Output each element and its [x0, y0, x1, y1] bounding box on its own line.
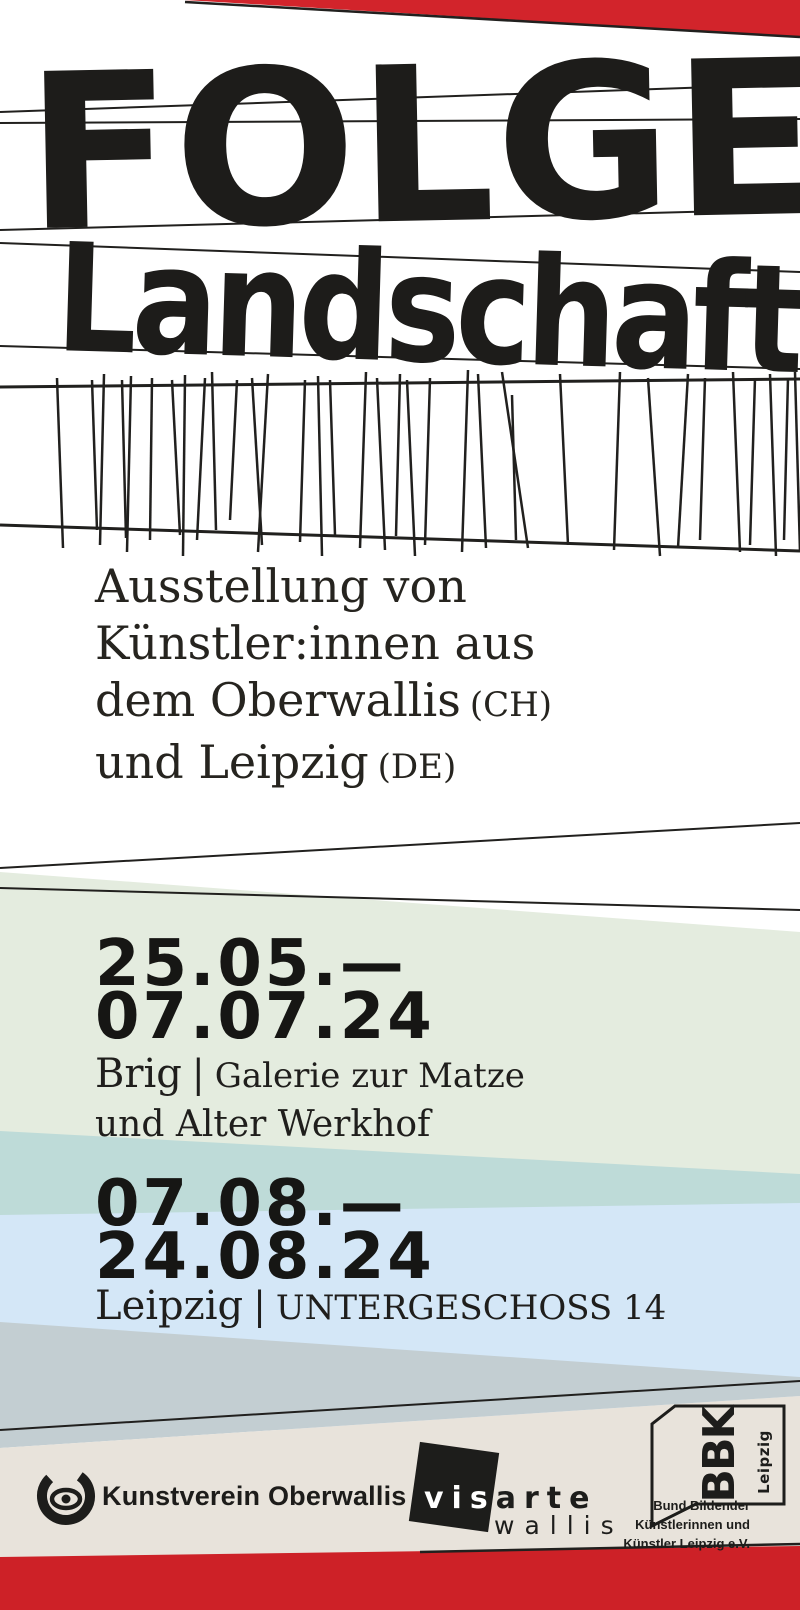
scratch-strokes	[55, 369, 800, 557]
event2-venue-line: Leipzig | UNTERGESCHOSS 14	[95, 1283, 666, 1329]
teal-band	[0, 1131, 800, 1217]
visarte-wordmark: visarte	[424, 1481, 597, 1516]
kunstverein-logo-icon	[37, 1467, 95, 1525]
event2-dates-line2: 24.08.24	[95, 1220, 435, 1294]
event2-venue-name: UNTERGESCHOSS 14	[275, 1288, 667, 1328]
intro-line-4: und Leipzig (DE)	[95, 735, 457, 789]
intro-line-3: dem Oberwallis (CH)	[95, 673, 553, 727]
bbk-caption-line3: Künstler Leipzig e.V.	[623, 1536, 750, 1551]
event1-venue-line2: und Alter Werkhof	[95, 1104, 431, 1145]
bbk-caption-line2: Künstlerinnen und	[635, 1517, 750, 1532]
event1-dates-line2: 07.07.24	[95, 980, 435, 1054]
poster-title-landschaft: Landschaft	[53, 212, 800, 409]
kunstverein-oberwallis-label: Kunstverein Oberwallis	[102, 1481, 407, 1511]
red-bottom-band	[0, 1546, 800, 1610]
country-code-de: (DE)	[377, 747, 457, 787]
country-code-ch: (CH)	[469, 685, 553, 725]
bbk-caption-line1: Bund Bildender	[653, 1498, 750, 1513]
event2-dates: 07.08.— 24.08.24	[95, 1167, 435, 1294]
intro-line-2: Künstler:innen aus	[95, 616, 536, 670]
bbk-leipzig-vertical: Leipzig	[755, 1430, 773, 1494]
event1-city: Brig	[95, 1051, 182, 1097]
intro-line-1: Ausstellung von	[95, 559, 467, 613]
event1-dates: 25.05.— 07.07.24	[95, 927, 435, 1054]
event1-venue-name: Galerie zur Matze	[214, 1056, 525, 1096]
event2-dates-line1: 07.08.—	[95, 1167, 407, 1241]
event2-city: Leipzig	[95, 1283, 244, 1329]
bbk-acronym-vertical: BBK	[694, 1407, 745, 1503]
visarte-wordmark-white-part: vis	[424, 1481, 496, 1516]
bbk-caption: Bund Bildender Künstlerinnen und Künstle…	[600, 1496, 750, 1553]
intro-text-block: Ausstellung von Künstler:innen aus dem O…	[95, 558, 552, 796]
visarte-wordmark-black-part: arte	[495, 1481, 598, 1516]
event1-venue-line1: Brig | Galerie zur Matze	[95, 1051, 525, 1097]
separator-bar: |	[253, 1284, 266, 1328]
bbk-logo-outline	[650, 1404, 786, 1529]
event1-dates-line1: 25.05.—	[95, 927, 407, 1001]
visarte-wallis-label: wallis	[494, 1511, 624, 1540]
gray-wedge	[0, 1322, 800, 1448]
separator-bar: |	[191, 1052, 205, 1096]
decorative-lines	[0, 0, 800, 1554]
